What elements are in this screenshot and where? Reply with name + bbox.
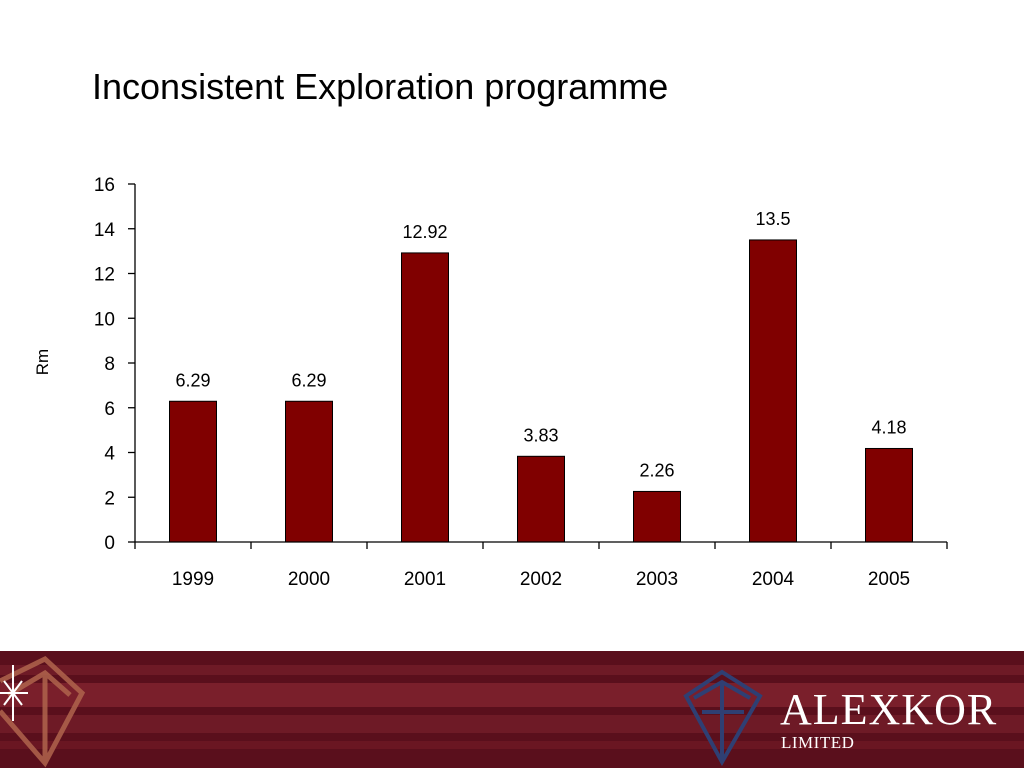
x-tick-label: 2000: [288, 569, 330, 590]
x-tick-label: 2003: [636, 569, 678, 590]
y-tick-label: 4: [104, 444, 115, 465]
data-label-2001: 12.92: [402, 222, 447, 242]
slide-title: Inconsistent Exploration programme: [92, 66, 669, 107]
data-labels: 6.29 6.29 12.92 3.83 2.26 13.5 4.18: [175, 209, 906, 480]
y-tick-label: 2: [104, 488, 115, 509]
data-label-2000: 6.29: [291, 370, 326, 390]
data-label-2005: 4.18: [871, 417, 906, 437]
brand-subtitle: LIMITED: [781, 733, 855, 752]
data-label-2002: 3.83: [523, 425, 558, 445]
y-tick-label: 0: [104, 533, 115, 554]
bar-2001: [401, 252, 449, 543]
x-tick-label: 1999: [172, 569, 214, 590]
data-label-2003: 2.26: [639, 460, 674, 480]
bar-chart: 0 2 4 6 8 10 12 14 16 6.29 6.29 12.92 3.83 2.26 13.5 4…: [33, 175, 948, 590]
footer-stripe: [0, 715, 1024, 733]
footer-stripe: [0, 683, 1024, 707]
x-axis-ticks: 1999 2000 2001 2002 2003 2004 2005: [134, 542, 948, 590]
footer-stripe: [0, 741, 1024, 749]
data-label-2004: 13.5: [755, 209, 790, 229]
alexkor-diamond-icon: [683, 669, 763, 766]
bar-2004: [749, 239, 797, 543]
y-tick-label: 14: [94, 220, 116, 241]
bar-1999: [169, 400, 217, 543]
diamond-watermark-icon: [0, 656, 86, 768]
data-label-1999: 6.29: [175, 370, 210, 390]
bars: [169, 239, 913, 543]
x-tick-label: 2001: [404, 569, 446, 590]
bar-2002: [517, 455, 565, 543]
y-axis-label: Rm: [33, 349, 52, 375]
bar-2003: [633, 490, 681, 543]
y-tick-label: 6: [104, 399, 115, 420]
y-tick-label: 12: [94, 265, 115, 286]
brand-name: ALEXKOR: [780, 685, 998, 734]
x-tick-label: 2004: [752, 569, 795, 590]
y-tick-label: 8: [104, 354, 115, 375]
footer-stripe: [0, 665, 1024, 675]
y-tick-label: 10: [94, 309, 115, 330]
footer-banner: [0, 651, 1024, 768]
bar-2000: [285, 400, 333, 543]
y-axis-ticks: 0 2 4 6 8 10 12 14 16: [94, 175, 135, 554]
x-tick-label: 2002: [520, 569, 562, 590]
y-tick-label: 16: [94, 175, 115, 196]
x-tick-label: 2005: [868, 569, 910, 590]
bar-2005: [865, 447, 913, 543]
